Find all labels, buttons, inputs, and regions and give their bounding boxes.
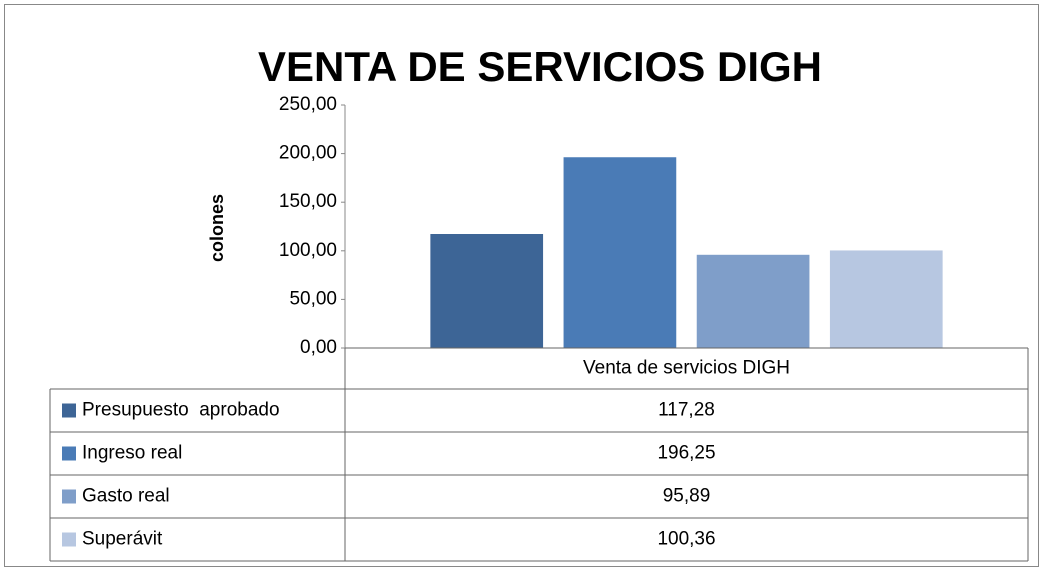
table-value: 196,25 xyxy=(657,443,715,464)
table-value: 117,28 xyxy=(658,400,715,421)
bar xyxy=(430,234,544,348)
legend-swatch xyxy=(62,489,76,504)
y-tick-label: 200,00 xyxy=(279,143,337,164)
bar xyxy=(563,157,677,348)
legend-label: Superávit xyxy=(82,529,163,550)
y-tick-label: 0,00 xyxy=(300,337,337,358)
y-tick-label: 150,00 xyxy=(279,191,337,212)
legend-label: Gasto real xyxy=(82,486,170,507)
legend-swatch xyxy=(62,532,76,547)
y-tick-label: 50,00 xyxy=(289,288,337,309)
y-tick-label: 100,00 xyxy=(279,240,337,261)
chart-title: VENTA DE SERVICIOS DIGH xyxy=(258,43,822,90)
table-value: 95,89 xyxy=(663,486,711,507)
legend-label: Ingreso real xyxy=(82,443,182,464)
bar xyxy=(829,250,943,348)
y-tick-label: 250,00 xyxy=(279,94,337,115)
legend-swatch xyxy=(62,446,76,461)
legend-label: Presupuesto aprobado xyxy=(82,400,280,421)
y-axis-label: colones xyxy=(207,194,227,262)
legend-swatch xyxy=(62,403,76,418)
bar xyxy=(696,254,810,348)
table-value: 100,36 xyxy=(657,529,715,550)
x-tick-label: Venta de servicios DIGH xyxy=(583,358,790,379)
